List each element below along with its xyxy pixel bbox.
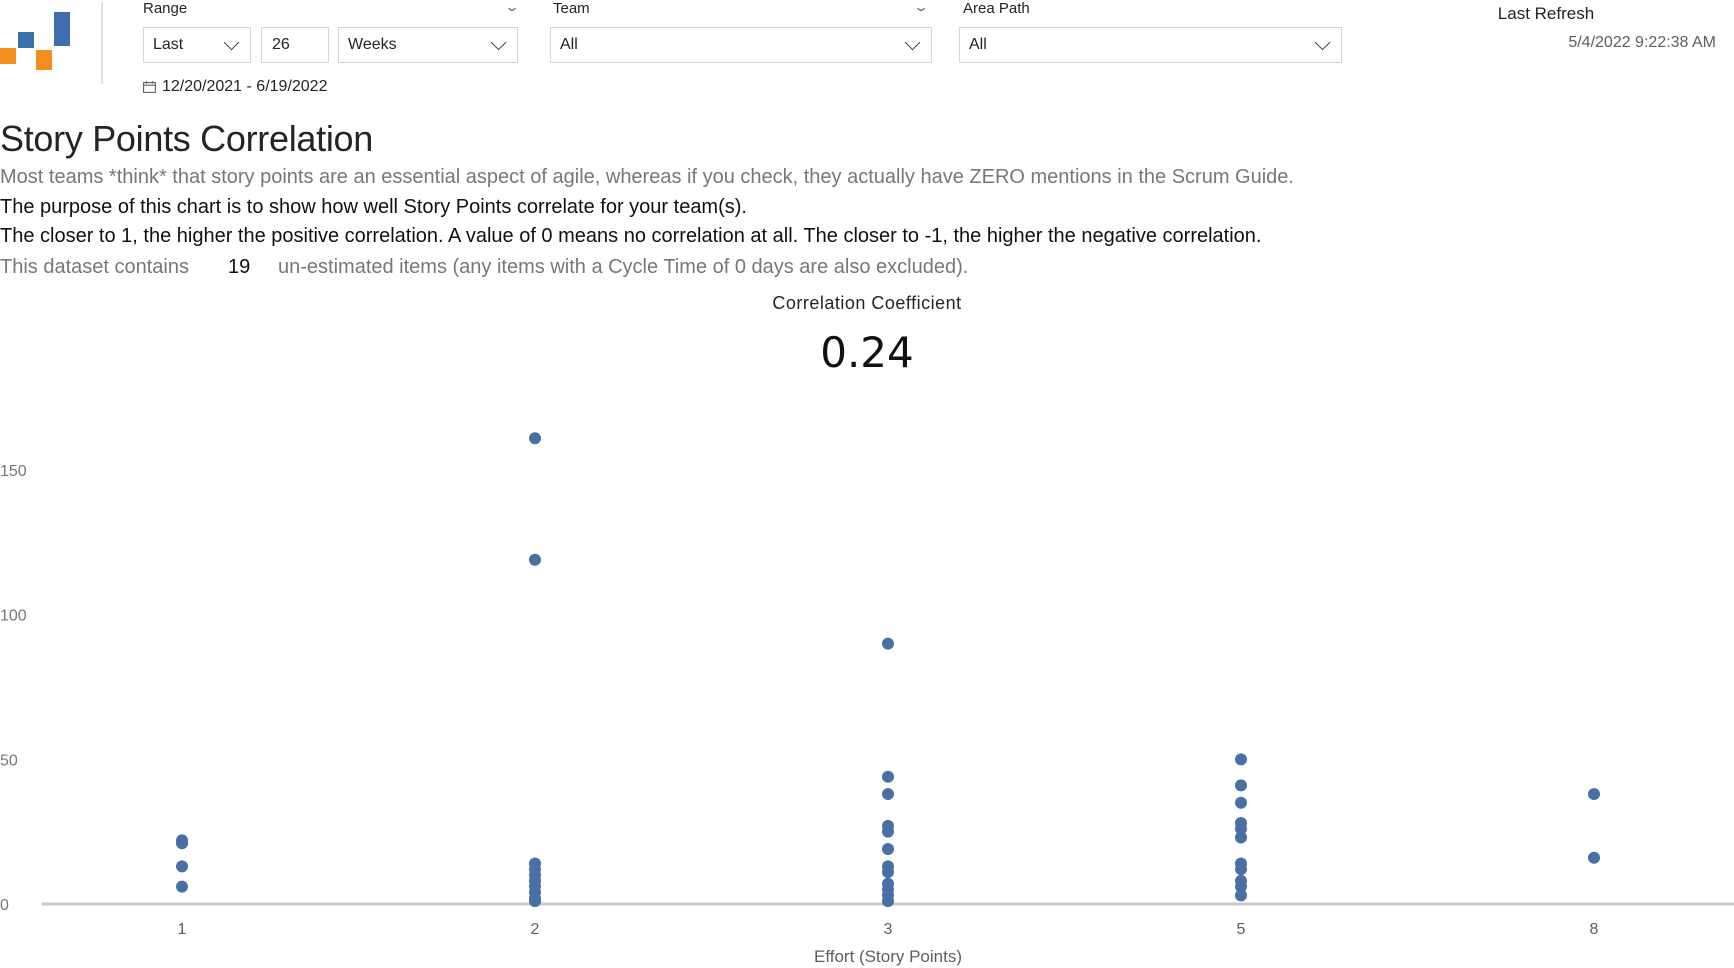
scatter-point[interactable]	[882, 770, 894, 783]
scatter-point[interactable]	[1235, 863, 1247, 876]
scatter-point[interactable]	[1588, 788, 1600, 801]
x-tick-label: 1	[178, 921, 187, 938]
scatter-point[interactable]	[1235, 831, 1247, 844]
team-dropdown[interactable]: All	[550, 27, 932, 63]
scatter-point[interactable]	[882, 895, 894, 908]
range-unit-dropdown[interactable]: Weeks	[338, 27, 518, 63]
calendar-icon	[143, 81, 156, 93]
range-unit-value: Weeks	[348, 36, 397, 53]
team-label: Team	[553, 0, 590, 17]
range-mode-value: Last	[153, 36, 184, 53]
scatter-point[interactable]	[882, 843, 894, 856]
scatter-point[interactable]	[176, 860, 188, 873]
intro-line-3: The closer to 1, the higher the positive…	[0, 225, 1262, 247]
scatter-point[interactable]	[529, 432, 541, 445]
intro-line-4-prefix: This dataset contains	[0, 256, 189, 278]
range-mode-dropdown[interactable]: Last	[143, 27, 251, 63]
team-value: All	[560, 36, 578, 53]
scatter-point[interactable]	[1235, 779, 1247, 792]
last-refresh-value: 5/4/2022 9:22:38 AM	[1568, 34, 1716, 51]
scatter-chart: 0 50 100 150 1 2 3 5 8 Effort (Story Points)	[0, 432, 1734, 966]
scatter-point[interactable]	[176, 837, 188, 850]
scatter-point[interactable]	[529, 553, 541, 566]
intro-line-4-suffix: un-estimated items (any items with a Cyc…	[278, 256, 969, 278]
x-tick-label: 5	[1237, 921, 1246, 938]
y-tick-label: 100	[0, 608, 27, 625]
scatter-point[interactable]	[882, 637, 894, 650]
scatter-point[interactable]	[882, 866, 894, 879]
range-collapse-chevron-icon[interactable]: ⌄	[503, 0, 521, 14]
chevron-down-icon	[490, 34, 507, 50]
area-path-value: All	[969, 36, 987, 53]
scatter-point[interactable]	[1235, 822, 1247, 835]
app-logo	[0, 12, 70, 70]
range-count-value: 26	[272, 36, 290, 53]
range-label: Range	[143, 0, 188, 17]
date-range-text: 12/20/2021 - 6/19/2022	[162, 78, 328, 95]
range-count-input[interactable]: 26	[261, 27, 329, 63]
correlation-value: 0.24	[820, 328, 914, 377]
team-collapse-chevron-icon[interactable]: ⌄	[912, 0, 930, 14]
logo-block-blue-left	[18, 32, 34, 48]
logo-block-blue-right	[54, 12, 70, 46]
intro-line-2: The purpose of this chart is to show how…	[0, 196, 747, 218]
date-range: 12/20/2021 - 6/19/2022	[143, 78, 327, 96]
scatter-point[interactable]	[882, 788, 894, 801]
scatter-point[interactable]	[882, 825, 894, 838]
scatter-point[interactable]	[1588, 851, 1600, 864]
area-path-label: Area Path	[963, 0, 1030, 17]
logo-block-orange-right	[36, 50, 52, 70]
scatter-point[interactable]	[176, 880, 188, 893]
x-tick-label: 2	[531, 921, 540, 938]
unestimated-count: 19	[228, 256, 251, 278]
intro-line-1: Most teams *think* that story points are…	[0, 166, 1294, 188]
y-tick-label: 150	[0, 463, 27, 480]
x-tick-label: 3	[884, 921, 893, 938]
x-axis-title: Effort (Story Points)	[814, 947, 962, 966]
page-title: Story Points Correlation	[0, 118, 373, 159]
logo-block-orange-left	[0, 48, 16, 64]
scatter-point[interactable]	[1235, 889, 1247, 902]
header-divider	[101, 2, 103, 84]
correlation-label: Correlation Coefficient	[772, 293, 962, 313]
last-refresh-label: Last Refresh	[1497, 4, 1595, 23]
y-tick-label: 50	[0, 752, 18, 769]
chevron-down-icon	[1314, 34, 1331, 50]
chevron-down-icon	[904, 34, 921, 50]
scatter-point[interactable]	[529, 895, 541, 908]
scatter-point[interactable]	[1235, 753, 1247, 766]
y-tick-label: 0	[0, 897, 9, 914]
chevron-down-icon	[223, 34, 240, 50]
x-tick-label: 8	[1590, 921, 1599, 938]
area-path-dropdown[interactable]: All	[959, 27, 1342, 63]
scatter-point[interactable]	[1235, 880, 1247, 893]
scatter-point[interactable]	[1235, 796, 1247, 809]
